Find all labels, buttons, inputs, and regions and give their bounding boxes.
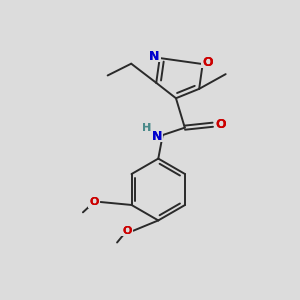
FancyBboxPatch shape bbox=[151, 130, 163, 142]
Text: O: O bbox=[122, 226, 131, 236]
Text: N: N bbox=[152, 130, 162, 143]
Text: O: O bbox=[122, 226, 131, 236]
Text: O: O bbox=[202, 56, 213, 69]
Text: N: N bbox=[149, 50, 160, 63]
FancyBboxPatch shape bbox=[88, 196, 100, 208]
FancyBboxPatch shape bbox=[201, 57, 214, 68]
Text: N: N bbox=[152, 130, 162, 143]
FancyBboxPatch shape bbox=[121, 225, 133, 236]
FancyBboxPatch shape bbox=[142, 123, 151, 132]
Text: O: O bbox=[202, 56, 213, 69]
FancyBboxPatch shape bbox=[148, 51, 161, 62]
FancyBboxPatch shape bbox=[214, 119, 228, 130]
Text: H: H bbox=[142, 123, 151, 133]
Text: O: O bbox=[89, 197, 99, 207]
Text: N: N bbox=[149, 50, 160, 63]
Text: O: O bbox=[216, 118, 226, 131]
Text: O: O bbox=[216, 118, 226, 131]
Text: H: H bbox=[142, 123, 151, 133]
Text: O: O bbox=[89, 197, 99, 207]
